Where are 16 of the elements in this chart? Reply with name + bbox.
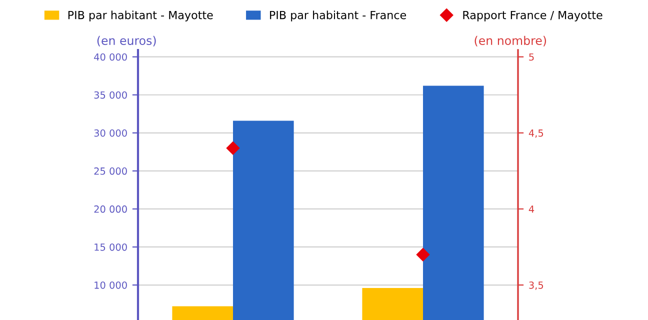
y2-tick-label: 5 bbox=[529, 53, 534, 61]
legend-label: PIB par habitant - Mayotte bbox=[68, 10, 213, 22]
y-tick-label: 15 000 bbox=[94, 243, 127, 251]
y-tick-label: 30 000 bbox=[94, 129, 127, 137]
y-tick-label: 40 000 bbox=[94, 53, 127, 61]
y-axis-title: (en euros) bbox=[97, 36, 156, 46]
y-tick-label: 25 000 bbox=[94, 167, 127, 175]
y2-axis-title: (en nombre) bbox=[474, 36, 546, 46]
y-tick-label: 20 000 bbox=[94, 205, 127, 213]
legend-label: PIB par habitant - France bbox=[270, 10, 406, 22]
legend-label: Rapport France / Mayotte bbox=[463, 10, 602, 22]
y-tick-label: 10 000 bbox=[94, 281, 127, 289]
y2-tick-label: 3,5 bbox=[529, 281, 544, 290]
y2-tick-label: 4 bbox=[528, 206, 534, 213]
y-tick-label: 35 000 bbox=[94, 91, 127, 99]
y2-tick-label: 4,5 bbox=[528, 130, 544, 138]
